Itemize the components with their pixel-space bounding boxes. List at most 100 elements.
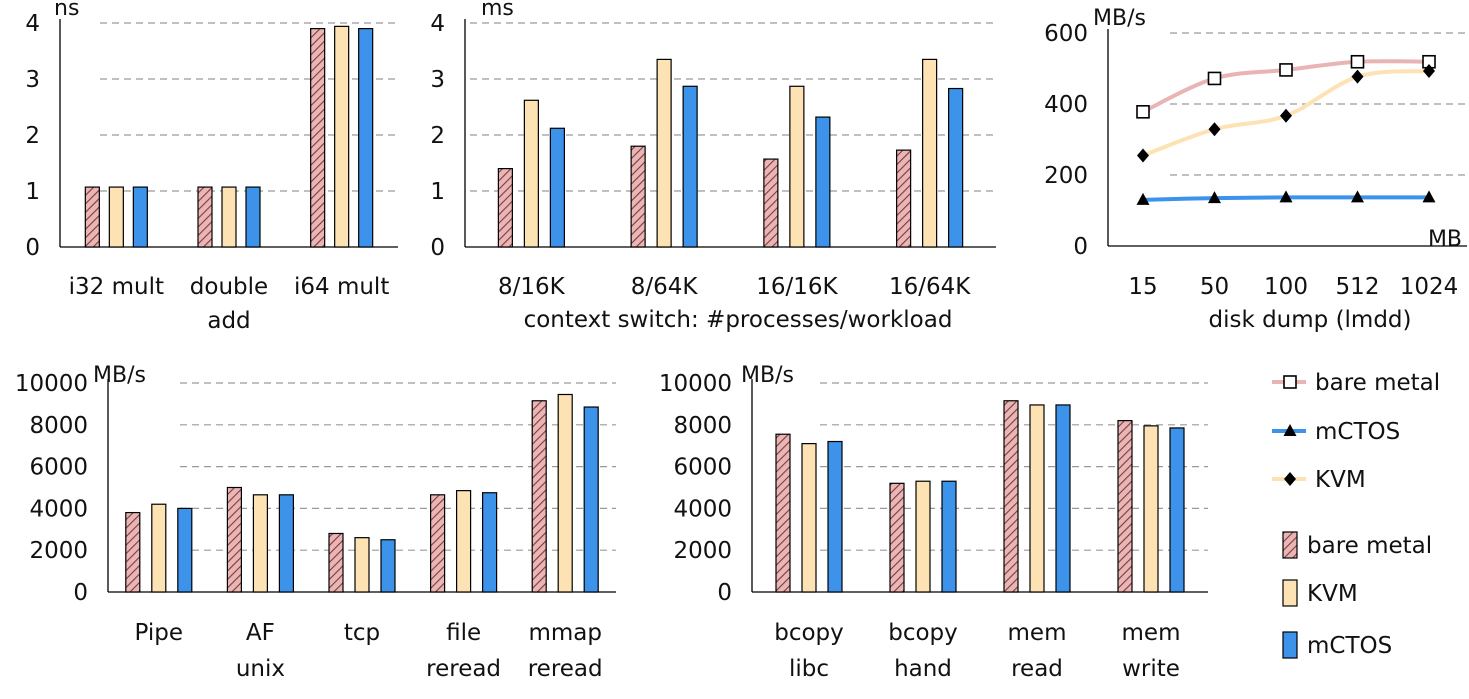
x-category-label: libc <box>789 656 829 682</box>
legend-label: KVM <box>1307 581 1358 607</box>
y-unit-label: MB/s <box>1093 6 1146 31</box>
bar-mctos <box>1169 427 1185 593</box>
bar-mctos <box>948 87 964 248</box>
x-category-label: bcopy <box>774 620 844 646</box>
y-tick-label: 1 <box>25 179 40 205</box>
data-point-bare-metal <box>1136 105 1150 119</box>
y-tick-label: 4 <box>25 11 40 37</box>
bar-kvm <box>1029 404 1045 593</box>
bar-kvm <box>456 490 472 593</box>
y-tick-label: 0 <box>25 235 40 261</box>
bar-bare-metal <box>125 511 141 593</box>
x-category-label: double <box>190 274 268 300</box>
y-tick-label: 8000 <box>29 413 88 439</box>
bar-bare-metal <box>328 532 344 593</box>
x-category-label: i32 mult <box>69 274 164 300</box>
data-point-bare-metal <box>1350 54 1365 69</box>
legend-label: mCTOS <box>1315 419 1400 445</box>
bar-mctos <box>827 440 843 593</box>
legend-bar-swatch <box>1282 579 1298 607</box>
x-category-label: mmap <box>528 620 602 646</box>
y-tick-label: 0 <box>717 580 732 606</box>
y-tick-label: 400 <box>1044 92 1088 118</box>
bar-kvm <box>334 25 350 248</box>
data-point-kvm <box>1208 122 1221 137</box>
x-axis-title: disk dump (lmdd) <box>1208 307 1411 333</box>
y-tick-label: 10000 <box>15 371 88 397</box>
bar-kvm <box>1143 425 1159 593</box>
x-category-label: bcopy <box>888 620 958 646</box>
bar-bare-metal <box>775 433 791 593</box>
data-point-kvm <box>1280 108 1292 123</box>
bar-mctos <box>482 492 498 593</box>
x-category-label: tcp <box>344 620 380 646</box>
data-point-mctos <box>1351 190 1364 203</box>
legend-label: bare metal <box>1315 370 1440 396</box>
legend-bar-swatch <box>1282 531 1298 559</box>
y-tick-label: 10000 <box>659 371 732 397</box>
bar-bare-metal <box>197 186 213 248</box>
y-tick-label: 0 <box>73 580 88 606</box>
legend: bare metal mCTOS KVM bare metal KVM mCTOS <box>1272 370 1440 659</box>
x-category-label: file <box>446 620 481 646</box>
legend-marker-square <box>1283 375 1297 389</box>
legend-label: mCTOS <box>1307 633 1392 659</box>
y-tick-label: 0 <box>1073 234 1088 260</box>
x-unit-label: MB <box>1428 227 1462 252</box>
chart-panel-2: 0 1 2 3 4 ms 8/16K 8/64K 16/16K 16/64K context swi… <box>430 0 996 333</box>
x-category-label: mem <box>1008 620 1067 646</box>
bar-kvm <box>252 494 268 593</box>
x-category-label: Pipe <box>135 620 184 646</box>
x-category-label: 50 <box>1200 274 1229 300</box>
x-category-label: write <box>1122 656 1180 682</box>
bar-bare-metal <box>84 186 100 248</box>
x-category-label: AF <box>246 620 275 646</box>
bar-mctos <box>549 127 565 248</box>
bar-mctos <box>1055 404 1071 593</box>
data-point-bare-metal <box>1279 63 1293 77</box>
data-point-bare-metal <box>1207 71 1222 86</box>
bar-mctos <box>245 186 261 248</box>
y-tick-label: 4000 <box>673 496 732 522</box>
x-category-label: 1024 <box>1400 274 1459 300</box>
data-point-kvm <box>1423 63 1435 78</box>
y-tick-label: 2 <box>430 123 445 149</box>
bar-mctos <box>941 480 957 593</box>
legend-bar-swatch <box>1282 631 1298 659</box>
legend-label: KVM <box>1315 467 1366 493</box>
x-category-label: i64 mult <box>294 274 389 300</box>
x-category-label: 16/16K <box>756 274 838 300</box>
bar-bare-metal <box>1117 420 1133 593</box>
data-point-kvm <box>1351 69 1364 84</box>
y-tick-label: 1 <box>430 179 445 205</box>
x-category-label: hand <box>894 656 952 682</box>
bar-kvm <box>108 186 124 248</box>
x-category-label: add <box>207 308 250 334</box>
y-tick-label: 4 <box>430 11 445 37</box>
y-tick-label: 0 <box>430 235 445 261</box>
x-category-label: 8/64K <box>631 274 699 300</box>
y-unit-label: ns <box>54 0 79 21</box>
y-unit-label: MB/s <box>741 363 794 388</box>
x-category-label: unix <box>236 656 285 682</box>
bar-kvm <box>354 537 370 593</box>
legend-marker-diamond <box>1284 472 1296 486</box>
y-tick-label: 3 <box>25 67 40 93</box>
bar-kvm <box>557 393 573 593</box>
data-point-mctos <box>1136 192 1150 205</box>
y-tick-label: 2000 <box>673 538 732 564</box>
y-tick-label: 8000 <box>673 413 732 439</box>
legend-label: bare metal <box>1307 533 1432 559</box>
bar-mctos <box>380 539 396 593</box>
bar-mctos <box>358 28 374 248</box>
bar-bare-metal <box>430 494 446 593</box>
bar-bare-metal <box>1003 400 1019 593</box>
bar-mctos <box>815 116 831 248</box>
bar-bare-metal <box>630 145 646 248</box>
y-unit-label: MB/s <box>93 363 146 388</box>
bar-bare-metal <box>531 400 547 593</box>
y-tick-label: 2000 <box>29 538 88 564</box>
bar-bare-metal <box>497 168 513 248</box>
bar-mctos <box>278 494 294 593</box>
